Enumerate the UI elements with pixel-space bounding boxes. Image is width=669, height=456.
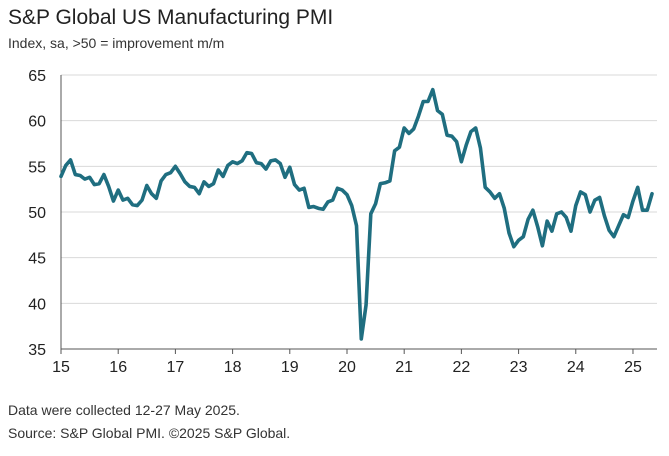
x-tick-label: 20 [338,359,356,376]
y-tick-label: 45 [28,251,46,268]
x-tick-label: 25 [624,359,642,376]
y-tick-label: 40 [28,296,46,313]
x-tick-label: 17 [166,359,184,376]
x-tick-label: 19 [281,359,299,376]
x-tick-label: 18 [224,359,242,376]
source-note: Source: S&P Global PMI. ©2025 S&P Global… [8,425,291,441]
axes: 35 40 45 50 55 60 65 15 16 17 18 19 20 21 22 23 24 25 [28,68,657,376]
y-tick-label: 35 [28,342,46,359]
x-tick-label: 15 [52,359,70,376]
y-tick-label: 50 [28,205,46,222]
series [59,87,654,341]
series-line-0 [59,87,654,341]
x-tick-label: 23 [510,359,528,376]
x-tick-label: 21 [395,359,413,376]
x-tick-label: 22 [452,359,470,376]
y-tick-label: 55 [28,159,46,176]
y-tick-label: 60 [28,114,46,131]
y-tick-label: 65 [28,68,46,85]
x-tick-label: 24 [567,359,585,376]
x-tick-label: 16 [109,359,127,376]
chart-title: S&P Global US Manufacturing PMI [8,6,334,29]
data-collection-note: Data were collected 12-27 May 2025. [8,402,240,418]
chart-subtitle: Index, sa, >50 = improvement m/m [8,35,225,51]
